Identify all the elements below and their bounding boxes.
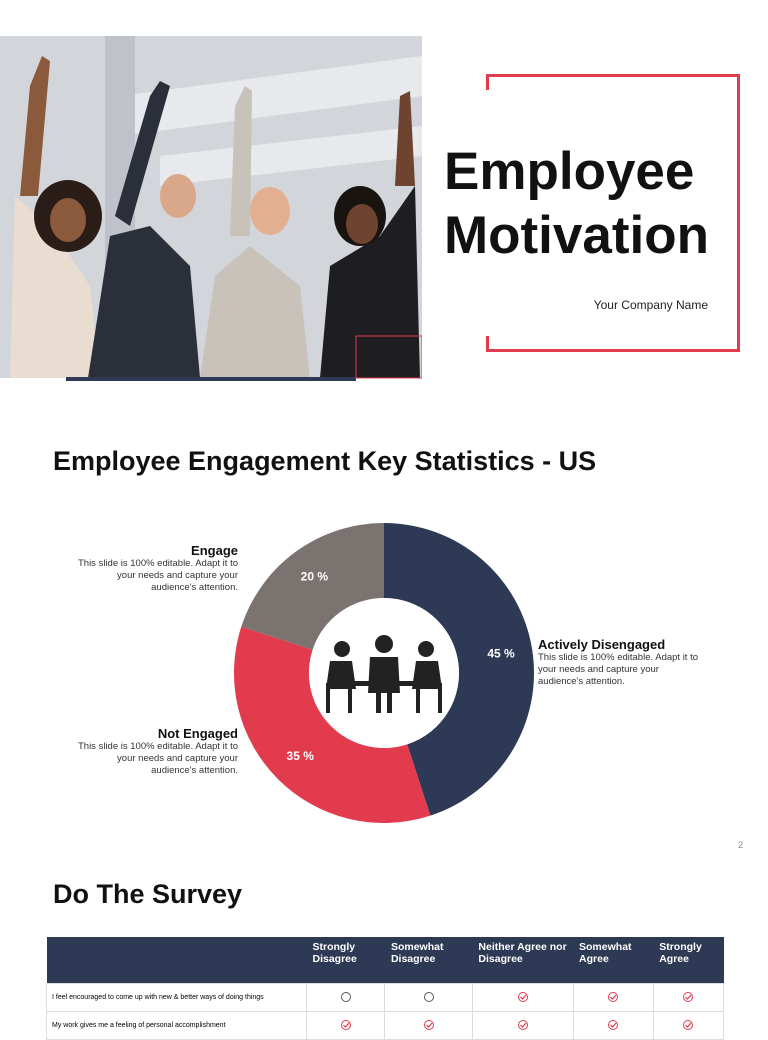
answer-icon <box>572 1011 654 1040</box>
title-line: Employee <box>444 142 695 201</box>
column-header: Strongly Disagree <box>306 937 385 984</box>
page-number: 2 <box>738 840 744 850</box>
category-block: Actively Disengaged This slide is 100% ed… <box>538 637 703 688</box>
category-description: This slide is 100% editable. Adapt it to… <box>77 558 238 593</box>
slide-title: Do The Survey <box>53 879 243 909</box>
donut-segment <box>384 523 534 816</box>
answer-icon <box>384 1011 473 1040</box>
column-header: Somewhat Agree <box>573 937 654 984</box>
answer-icon <box>384 983 473 1012</box>
header-cell <box>46 937 307 984</box>
donut-segment <box>233 626 431 823</box>
row-label: I feel encouraged to come up with new & … <box>46 983 307 1012</box>
answer-icon <box>652 983 725 1012</box>
value-label: 35 % <box>287 749 315 763</box>
meeting-icon <box>326 635 442 713</box>
category-label: Engage <box>191 543 238 558</box>
category-block: Engage This slide is 100% editable. Adapt… <box>73 543 238 594</box>
column-header: Strongly Agree <box>653 937 724 984</box>
title-frame <box>486 74 740 352</box>
answer-icon <box>572 983 654 1012</box>
category-description: This slide is 100% editable. Adapt it to… <box>77 741 238 776</box>
answer-icon <box>471 1011 574 1040</box>
table-row: I feel encouraged to come up with new & … <box>46 983 725 1012</box>
category-label: Actively Disengaged <box>538 637 666 652</box>
answer-icon <box>471 983 574 1012</box>
slide-title: Employee Engagement Key Statistics - US <box>53 446 597 476</box>
frame-corner <box>486 336 489 352</box>
column-header: Neither Agree nor Disagree <box>472 937 574 984</box>
cover-title: Employee Motivation <box>444 140 709 268</box>
value-label: 45 % <box>487 647 515 661</box>
column-header: Somewhat Disagree <box>384 937 473 984</box>
cover-photo <box>0 36 422 381</box>
donut-chart: 45 % 35 % 20 % <box>233 523 534 823</box>
row-label: My work gives me a feeling of personal a… <box>46 1011 307 1040</box>
title-line: Motivation <box>444 206 709 265</box>
company-name: Your Company Name <box>593 298 708 312</box>
survey-table: Strongly Disagree Somewhat Disagree Neithe… <box>46 937 725 1040</box>
answer-icon <box>305 983 386 1012</box>
donut-segment <box>241 523 384 650</box>
category-label: Not Engaged <box>157 726 238 741</box>
category-description: This slide is 100% editable. Adapt it to… <box>538 652 699 687</box>
value-label: 20 % <box>301 569 329 583</box>
category-block: Not Engaged This slide is 100% editable. … <box>73 726 238 777</box>
table-row: My work gives me a feeling of personal a… <box>46 1011 725 1040</box>
frame-corner <box>486 74 489 90</box>
answer-icon <box>305 1011 386 1040</box>
answer-icon <box>652 1011 725 1040</box>
